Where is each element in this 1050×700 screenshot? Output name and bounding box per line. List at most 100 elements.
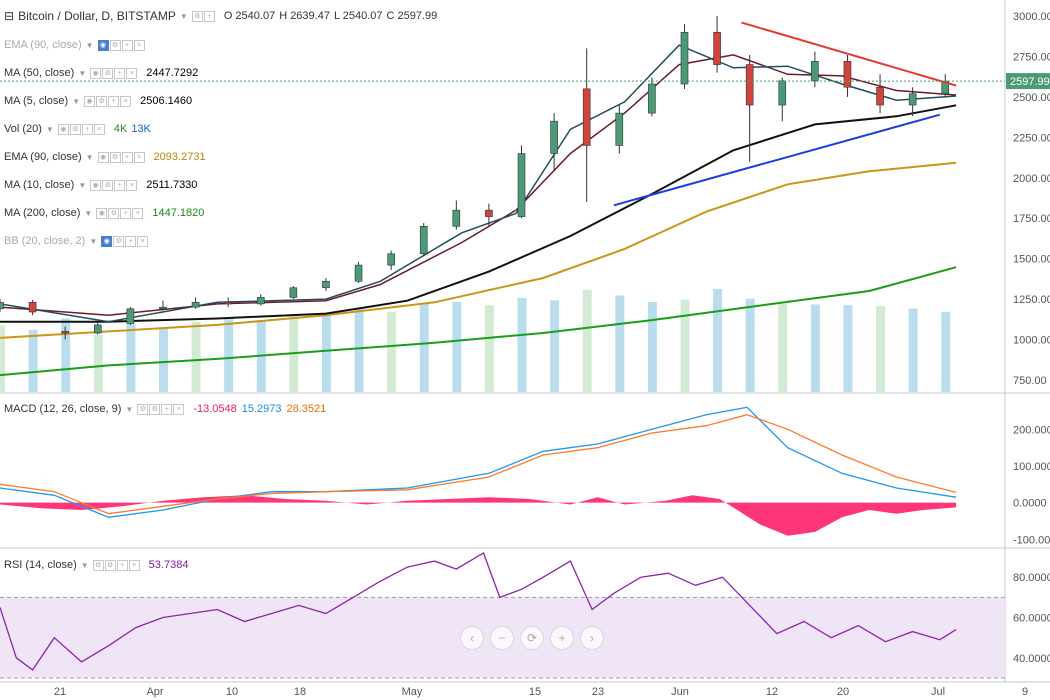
time-tick-label: 15 — [529, 686, 541, 698]
volume-bar — [876, 306, 886, 392]
rsi-menu-icon[interactable]: ▼ — [80, 560, 89, 570]
rsi-settings-icon[interactable]: ⚙ — [92, 559, 104, 571]
volume-bar — [224, 318, 234, 392]
indicator-menu-icon[interactable]: ▼ — [89, 236, 98, 246]
price-tick-label: 1750.00 — [1013, 213, 1050, 225]
settings-icon[interactable]: ⚙ — [109, 151, 121, 163]
volume-bar — [419, 303, 429, 392]
indicator-legend-7: BB (20, close, 2) ▼ ◉ ⚙ + × — [0, 235, 149, 247]
indicator-legend-4: EMA (90, close) ▼ ◉ ⚙ + × 2093.2731 — [0, 151, 206, 163]
rsi-remove-icon[interactable]: × — [128, 559, 140, 571]
rsi-value: 53.7384 — [148, 559, 189, 571]
add-icon[interactable]: + — [114, 67, 126, 79]
settings-icon[interactable]: ⚙ — [108, 207, 120, 219]
remove-icon[interactable]: × — [133, 151, 145, 163]
indicator-menu-icon[interactable]: ▼ — [78, 68, 87, 78]
time-tick-label: 12 — [766, 686, 778, 698]
macd-menu-icon[interactable]: ▼ — [125, 404, 134, 414]
settings-icon[interactable]: ⚙ — [113, 235, 125, 247]
macd-settings-icon[interactable]: ⚙ — [137, 403, 149, 415]
price-tick-label: 750.00 — [1013, 375, 1047, 387]
last-price-label: 2597.99 — [1010, 76, 1050, 88]
remove-icon[interactable]: × — [133, 39, 145, 51]
indicator-menu-icon[interactable]: ▼ — [72, 96, 81, 106]
candle-body — [28, 301, 37, 313]
macd-signal-value: 15.2973 — [241, 403, 282, 415]
eye-icon[interactable]: ◉ — [90, 179, 102, 191]
candle-body — [713, 31, 721, 65]
settings-icon[interactable]: ⚙ — [69, 123, 81, 135]
symbol-menu-icon[interactable]: ▼ — [179, 11, 188, 21]
eye-icon[interactable]: ◉ — [84, 95, 96, 107]
candle-body — [550, 120, 558, 154]
scroll-left-button[interactable]: ‹ — [460, 626, 484, 650]
volume-bar — [647, 302, 657, 392]
remove-icon[interactable]: × — [120, 95, 132, 107]
add-icon[interactable]: + — [121, 39, 133, 51]
eye-icon[interactable]: ◉ — [57, 123, 69, 135]
indicator-menu-icon[interactable]: ▼ — [45, 124, 54, 134]
symbol-legend: ⊟ Bitcoin / Dollar, D, BITSTAMP ▼ ⚙ + O … — [0, 9, 441, 23]
indicator-menu-icon[interactable]: ▼ — [78, 180, 87, 190]
indicator-menu-icon[interactable]: ▼ — [85, 40, 94, 50]
indicator-value: 1447.1820 — [152, 207, 205, 219]
settings-icon[interactable]: ⚙ — [102, 67, 114, 79]
add-icon[interactable]: + — [108, 95, 120, 107]
eye-icon[interactable]: ◉ — [96, 207, 108, 219]
macd-format-icon[interactable]: ⚙ — [149, 403, 161, 415]
ohlc-h: H 2639.47 — [279, 10, 330, 22]
add-icon[interactable]: + — [114, 179, 126, 191]
scroll-right-button[interactable]: › — [580, 626, 604, 650]
rsi-tick-label: 80.0000 — [1013, 572, 1050, 584]
indicator-name: EMA (90, close) — [4, 39, 82, 51]
time-tick-label: 20 — [837, 686, 849, 698]
symbol-compare-icon[interactable]: + — [203, 10, 215, 22]
add-icon[interactable]: + — [120, 207, 132, 219]
candle-body — [517, 153, 526, 217]
remove-icon[interactable]: × — [137, 235, 149, 247]
volume-bar — [582, 289, 592, 392]
indicator-menu-icon[interactable]: ▼ — [84, 208, 93, 218]
remove-icon[interactable]: × — [93, 123, 105, 135]
add-icon[interactable]: + — [121, 151, 133, 163]
remove-icon[interactable]: × — [132, 207, 144, 219]
reset-button[interactable]: ⟳ — [520, 626, 544, 650]
ohlc-l: L 2540.07 — [333, 10, 383, 22]
volume-bar — [158, 328, 168, 392]
eye-icon[interactable]: ◉ — [90, 67, 102, 79]
zoom-in-button[interactable]: + — [550, 626, 574, 650]
collapse-icon[interactable]: ⊟ — [4, 9, 15, 23]
macd-add-icon[interactable]: + — [161, 403, 173, 415]
settings-icon[interactable]: ⚙ — [191, 10, 203, 22]
volume-bar — [745, 298, 755, 392]
eye-icon[interactable]: ◉ — [97, 151, 109, 163]
settings-icon[interactable]: ⚙ — [96, 95, 108, 107]
candle-body — [778, 80, 787, 106]
volume-bar — [93, 334, 103, 392]
add-icon[interactable]: + — [125, 235, 137, 247]
macd-tick-label: -100.0000 — [1013, 534, 1050, 546]
candle-body — [191, 301, 200, 308]
rsi-format-icon[interactable]: ⚙ — [104, 559, 116, 571]
add-icon[interactable]: + — [81, 123, 93, 135]
indicator-menu-icon[interactable]: ▼ — [85, 152, 94, 162]
settings-icon[interactable]: ⚙ — [102, 179, 114, 191]
indicator-legend-3: Vol (20) ▼ ◉ ⚙ + × 4K 13K — [0, 123, 151, 135]
remove-icon[interactable]: × — [126, 179, 138, 191]
zoom-out-button[interactable]: − — [490, 626, 514, 650]
indicator-legend-6: MA (200, close) ▼ ◉ ⚙ + × 1447.1820 — [0, 207, 204, 219]
settings-icon[interactable]: ⚙ — [109, 39, 121, 51]
last-price-badge — [1006, 73, 1050, 90]
candle-body — [159, 306, 167, 310]
eye-icon[interactable]: ◉ — [97, 39, 109, 51]
remove-icon[interactable]: × — [126, 67, 138, 79]
rsi-add-icon[interactable]: + — [116, 559, 128, 571]
eye-icon[interactable]: ◉ — [101, 235, 113, 247]
indicator-legend-0: EMA (90, close) ▼ ◉ ⚙ + × — [0, 39, 146, 51]
trendline-support — [613, 113, 941, 207]
volume-bar — [452, 302, 462, 392]
rsi-tick-label: 40.0000 — [1013, 653, 1050, 665]
volume-bar — [810, 304, 820, 392]
macd-remove-icon[interactable]: × — [173, 403, 185, 415]
